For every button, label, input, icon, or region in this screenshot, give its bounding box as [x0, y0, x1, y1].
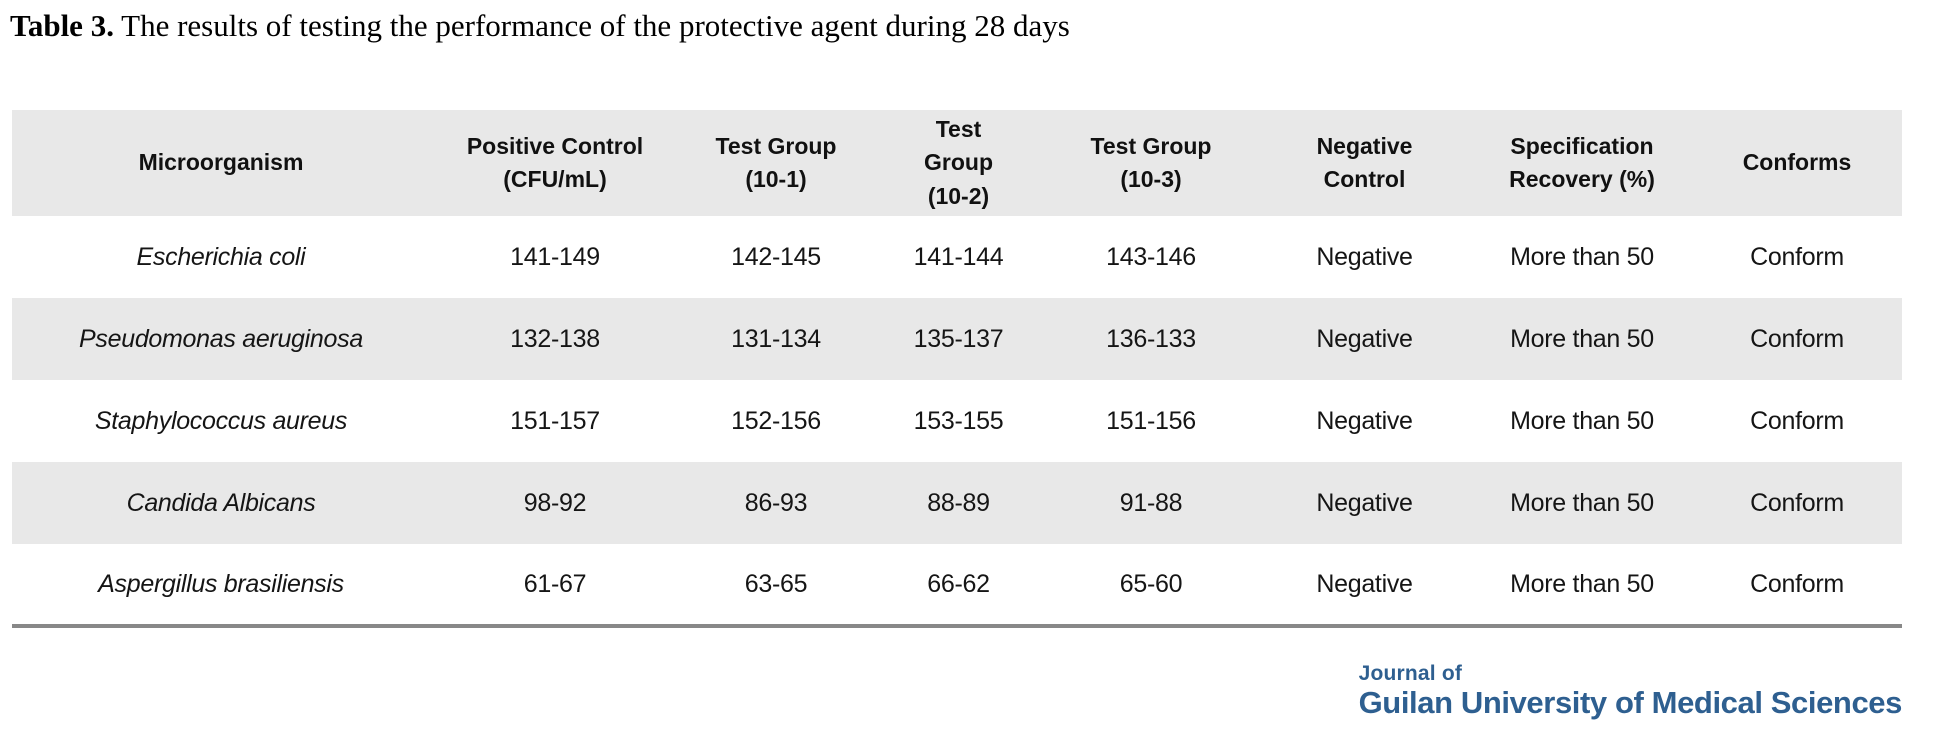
negative-control-cell: Negative [1316, 488, 1413, 517]
test-group-1-cell: 152-156 [731, 406, 821, 435]
positive-control-cell: 151-157 [510, 406, 600, 435]
negative-control-cell: Negative [1316, 324, 1413, 353]
table-row: Aspergillus brasiliensis 61-67 63-65 66-… [12, 544, 1902, 626]
positive-control-cell: 141-149 [510, 242, 600, 271]
table-caption: Table 3. The results of testing the perf… [10, 8, 1070, 44]
microorganism-cell: Staphylococcus aureus [94, 406, 348, 435]
test-group-3-cell: 136-133 [1106, 324, 1196, 353]
test-group-2-cell: 153-155 [913, 406, 1004, 435]
journal-logo-line2: Guilan University of Medical Sciences [1358, 685, 1903, 720]
test-group-2-cell: 141-144 [913, 242, 1004, 271]
conforms-cell: Conform [1750, 406, 1844, 435]
journal-logo-line1: Journal of [1358, 662, 1463, 685]
header-test-group-3: Test Group (10-3) [1090, 132, 1212, 192]
test-group-1-cell: 86-93 [744, 488, 808, 517]
microorganism-cell: Pseudomonas aeruginosa [79, 324, 363, 353]
header-test-group-2: Test Group (10-2) [924, 115, 993, 209]
specification-recovery-cell: More than 50 [1510, 242, 1654, 271]
test-group-2-cell: 66-62 [927, 569, 990, 598]
positive-control-cell: 61-67 [523, 569, 587, 598]
conforms-cell: Conform [1750, 242, 1844, 271]
table-row: Staphylococcus aureus 151-157 152-156 15… [12, 380, 1902, 462]
table-row: Pseudomonas aeruginosa 132-138 131-134 1… [12, 298, 1902, 380]
test-group-3-cell: 151-156 [1106, 406, 1196, 435]
test-group-1-cell: 131-134 [731, 324, 821, 353]
header-positive-control: Positive Control (CFU/mL) [466, 132, 644, 192]
negative-control-cell: Negative [1316, 406, 1413, 435]
header-microorganism: Microorganism [138, 149, 304, 176]
negative-control-cell: Negative [1316, 569, 1413, 598]
negative-control-cell: Negative [1316, 242, 1413, 271]
specification-recovery-cell: More than 50 [1510, 406, 1654, 435]
header-specification-recovery: Specification Recovery (%) [1509, 132, 1655, 192]
results-table: Microorganism Positive Control (CFU/mL) … [12, 110, 1902, 628]
test-group-3-cell: 65-60 [1119, 569, 1183, 598]
header-test-group-1: Test Group (10-1) [715, 132, 837, 192]
table-caption-text: The results of testing the performance o… [113, 8, 1070, 43]
specification-recovery-cell: More than 50 [1510, 324, 1654, 353]
header-conforms: Conforms [1742, 149, 1852, 176]
conforms-cell: Conform [1750, 569, 1844, 598]
journal-logo: Journal of Guilan University of Medical … [1358, 662, 1903, 720]
specification-recovery-cell: More than 50 [1510, 488, 1654, 517]
microorganism-cell: Candida Albicans [126, 488, 316, 517]
table-row: Candida Albicans 98-92 86-93 88-89 91-88… [12, 462, 1902, 544]
table-row: Escherichia coli 141-149 142-145 141-144… [12, 216, 1902, 298]
test-group-1-cell: 142-145 [731, 242, 821, 271]
table-caption-label: Table 3. [10, 8, 114, 43]
conforms-cell: Conform [1750, 488, 1844, 517]
conforms-cell: Conform [1750, 324, 1844, 353]
test-group-3-cell: 91-88 [1119, 488, 1183, 517]
positive-control-cell: 98-92 [523, 488, 587, 517]
test-group-2-cell: 88-89 [927, 488, 990, 517]
test-group-3-cell: 143-146 [1106, 242, 1196, 271]
header-row: Microorganism Positive Control (CFU/mL) … [12, 110, 1902, 216]
test-group-1-cell: 63-65 [744, 569, 808, 598]
microorganism-cell: Escherichia coli [136, 242, 306, 271]
specification-recovery-cell: More than 50 [1510, 569, 1654, 598]
positive-control-cell: 132-138 [510, 324, 600, 353]
header-negative-control: Negative Control [1316, 132, 1413, 192]
test-group-2-cell: 135-137 [913, 324, 1004, 353]
microorganism-cell: Aspergillus brasiliensis [98, 569, 344, 598]
